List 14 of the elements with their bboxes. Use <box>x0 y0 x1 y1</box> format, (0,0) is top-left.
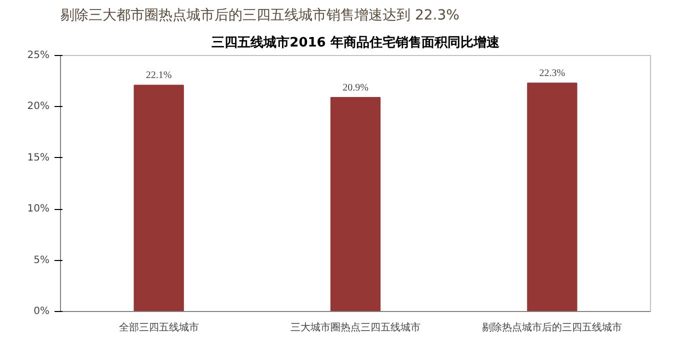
y-tick-label: 20% <box>27 101 50 112</box>
y-tick-label: 25% <box>27 50 50 61</box>
y-tick-label: 5% <box>34 254 50 266</box>
data-label: 20.9% <box>342 82 368 94</box>
data-label: 22.1% <box>146 70 172 82</box>
x-tick-label: 三大城市圈热点三四五线城市 <box>290 322 420 334</box>
y-tick-label: 10% <box>27 204 50 215</box>
chart-title: 剔除三大都市圈热点城市后的三四五线城市销售增速达到 22.3% <box>60 8 460 24</box>
x-tick-label: 剔除热点城市后的三四五线城市 <box>482 322 622 334</box>
data-label: 22.3% <box>539 68 566 80</box>
chart-subtitle: 三四五线城市2016 年商品住宅销售面积同比增速 <box>212 34 500 50</box>
y-tick-label: 15% <box>27 152 50 164</box>
x-tick-label: 全部三四五线城市 <box>118 322 199 334</box>
y-tick-label: 0% <box>34 306 50 317</box>
